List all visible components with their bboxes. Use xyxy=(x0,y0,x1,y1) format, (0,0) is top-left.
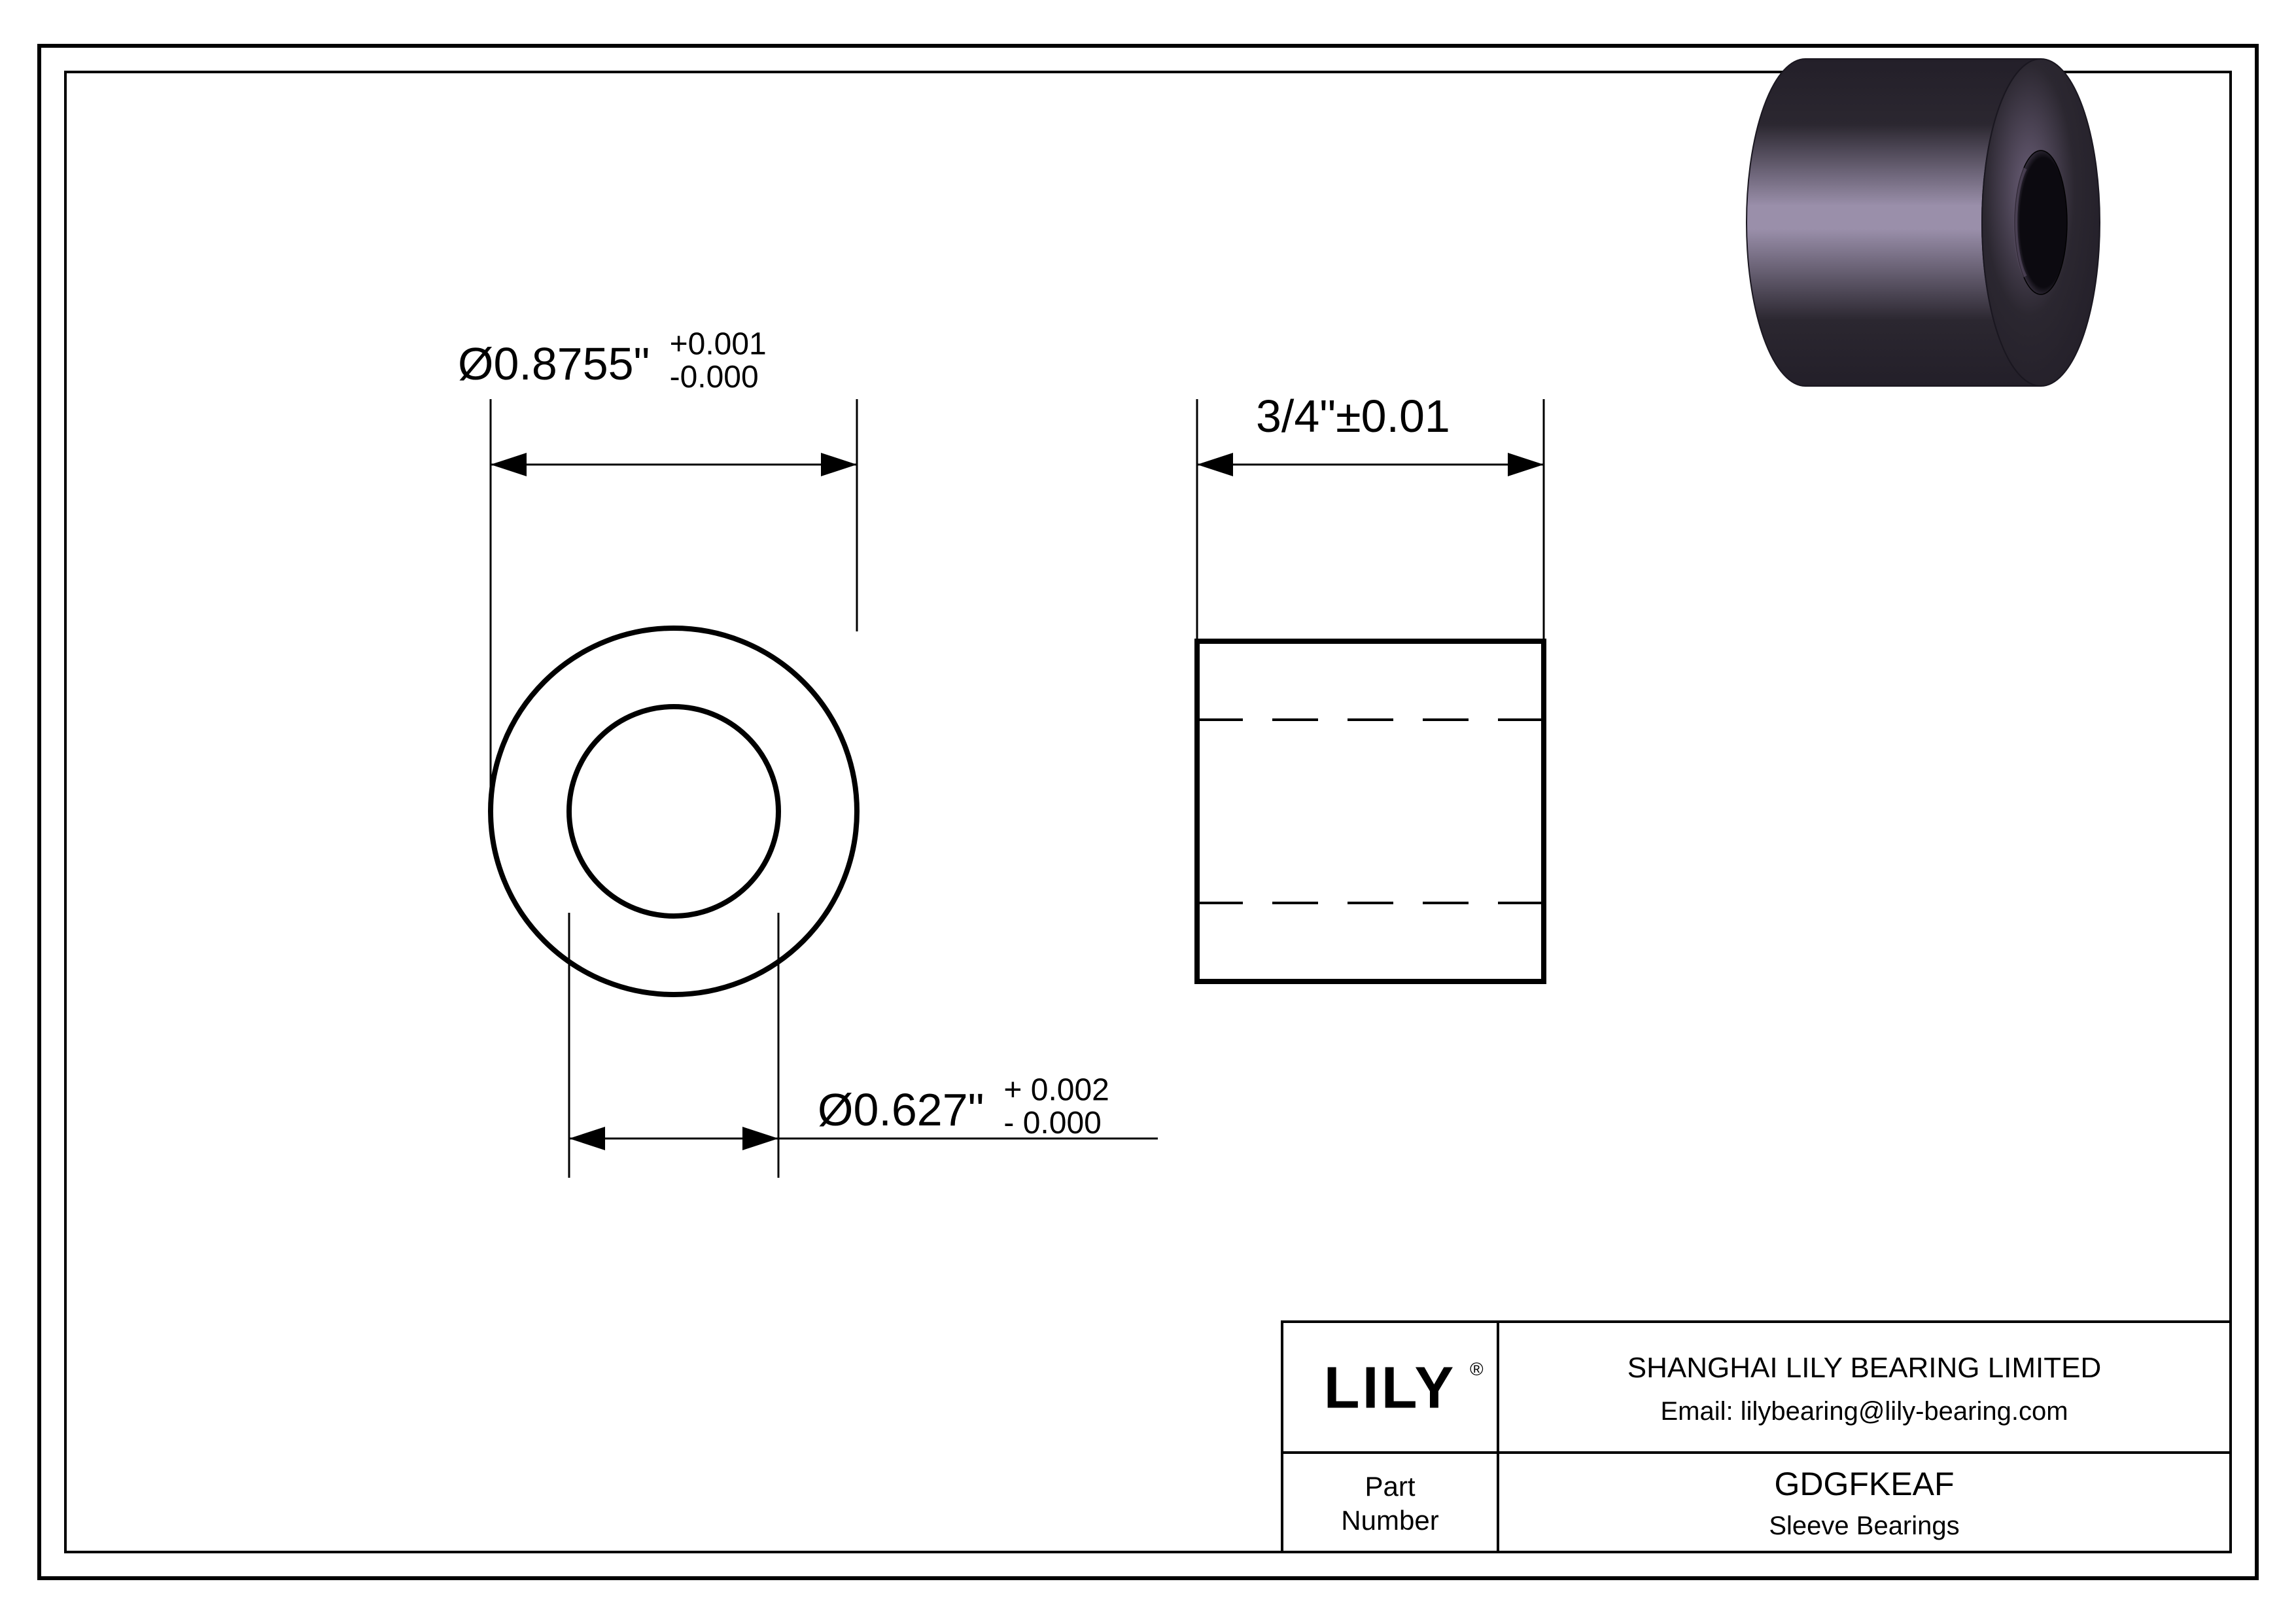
part-description: Sleeve Bearings xyxy=(1769,1511,1959,1540)
svg-text:Ø0.8755": Ø0.8755" xyxy=(458,338,650,389)
partnumber-label: Part xyxy=(1365,1471,1415,1502)
drawing-sheet: Ø0.8755" +0.001-0.000 Ø0.627" + 0.002- 0.00… xyxy=(0,0,2296,1624)
svg-text:Ø0.627": Ø0.627" xyxy=(818,1084,984,1135)
svg-text:-0.000: -0.000 xyxy=(670,360,759,395)
svg-text:+ 0.002: + 0.002 xyxy=(1003,1073,1109,1108)
drawing-svg: Ø0.8755" +0.001-0.000 Ø0.627" + 0.002- 0.00… xyxy=(0,0,2296,1624)
logo-text: LILY xyxy=(1324,1356,1457,1421)
company-name: SHANGHAI LILY BEARING LIMITED xyxy=(1627,1352,2102,1384)
svg-text:+0.001: +0.001 xyxy=(670,327,767,362)
svg-text:3/4"±0.01: 3/4"±0.01 xyxy=(1256,391,1450,442)
svg-text:Number: Number xyxy=(1341,1505,1438,1536)
company-email: Email: lilybearing@lily-bearing.com xyxy=(1660,1397,2068,1426)
logo-registered: ® xyxy=(1470,1359,1484,1379)
svg-text:- 0.000: - 0.000 xyxy=(1003,1106,1101,1140)
orthographic-views: Ø0.8755" +0.001-0.000 Ø0.627" + 0.002- 0.00… xyxy=(458,327,1544,1178)
render-3d xyxy=(1747,59,2100,386)
title-block: LILY ® SHANGHAI LILY BEARING LIMITED Email:… xyxy=(1282,1322,2231,1552)
partnumber-value: GDGFKEAF xyxy=(1774,1466,1954,1502)
